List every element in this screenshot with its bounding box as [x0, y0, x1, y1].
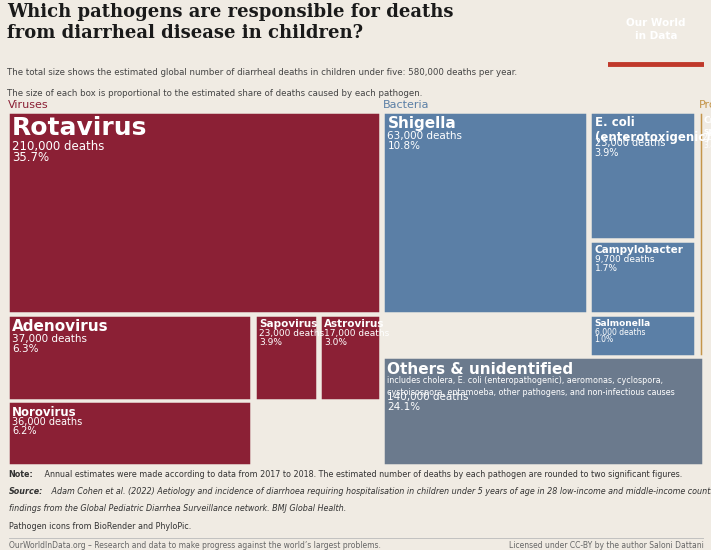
Text: 23,000 deaths: 23,000 deaths: [259, 329, 324, 338]
Bar: [590, 112, 695, 239]
Bar: [8, 112, 380, 313]
Text: Rotavirus: Rotavirus: [12, 116, 148, 140]
Text: 3.4%: 3.4%: [703, 141, 711, 150]
Text: OurWorldInData.org – Research and data to make progress against the world’s larg: OurWorldInData.org – Research and data t…: [9, 541, 380, 550]
Bar: [8, 402, 251, 465]
Text: 1.7%: 1.7%: [594, 263, 618, 273]
Bar: [8, 315, 251, 400]
Bar: [590, 241, 695, 313]
Text: Our World
in Data: Our World in Data: [626, 18, 685, 41]
Text: 6,000 deaths: 6,000 deaths: [594, 328, 645, 337]
Text: Adam Cohen et al. (2022) Aetiology and incidence of diarrhoea requiring hospital: Adam Cohen et al. (2022) Aetiology and i…: [49, 487, 711, 496]
Text: Viruses: Viruses: [8, 100, 48, 110]
Text: Adenovirus: Adenovirus: [12, 319, 109, 334]
Text: 37,000 deaths: 37,000 deaths: [12, 333, 87, 344]
Text: Others & unidentified: Others & unidentified: [387, 361, 574, 377]
Bar: [383, 112, 587, 313]
Text: 3.0%: 3.0%: [324, 338, 347, 346]
Text: 20,000 deaths: 20,000 deaths: [703, 133, 711, 142]
Bar: [590, 315, 695, 355]
Text: findings from the Global Pediatric Diarrhea Surveillance network. BMJ Global Hea: findings from the Global Pediatric Diarr…: [9, 504, 346, 514]
Text: Salmonella: Salmonella: [594, 319, 651, 328]
Text: Which pathogens are responsible for deaths
from diarrheal disease in children?: Which pathogens are responsible for deat…: [7, 3, 454, 42]
Text: Pathogen icons from BioRender and PhyloPic.: Pathogen icons from BioRender and PhyloP…: [9, 522, 191, 531]
Bar: [699, 112, 703, 355]
Text: The total size shows the estimated global number of diarrheal deaths in children: The total size shows the estimated globa…: [7, 68, 517, 77]
Text: 6.3%: 6.3%: [12, 344, 38, 354]
Text: E. coli
(enterotoxigenic): E. coli (enterotoxigenic): [594, 116, 710, 144]
Text: The size of each box is proportional to the estimated share of deaths caused by : The size of each box is proportional to …: [7, 89, 422, 98]
Bar: [320, 315, 380, 400]
Text: Campylobacter: Campylobacter: [594, 245, 683, 255]
Text: Crypto-
sporidium: Crypto- sporidium: [703, 116, 711, 136]
Text: Norovirus: Norovirus: [12, 406, 77, 419]
Text: Annual estimates were made according to data from 2017 to 2018. The estimated nu: Annual estimates were made according to …: [42, 470, 682, 478]
Text: 63,000 deaths: 63,000 deaths: [387, 130, 462, 141]
Text: 3.9%: 3.9%: [594, 148, 619, 158]
Bar: [383, 358, 703, 465]
Text: Licensed under CC-BY by the author Saloni Dattani: Licensed under CC-BY by the author Salon…: [509, 541, 704, 550]
Text: Bacteria: Bacteria: [383, 100, 430, 110]
Text: 35.7%: 35.7%: [12, 151, 49, 164]
Text: 23,000 deaths: 23,000 deaths: [594, 139, 665, 148]
Text: 3.9%: 3.9%: [259, 338, 282, 346]
Text: includes cholera, E. coli (enteropathogenic), aeromonas, cyclospora,
cystoisospo: includes cholera, E. coli (enteropathoge…: [387, 376, 675, 397]
Text: 1.0%: 1.0%: [594, 335, 614, 344]
Bar: [255, 315, 316, 400]
Text: Source:: Source:: [9, 487, 43, 496]
Text: Note:: Note:: [9, 470, 33, 478]
Text: 210,000 deaths: 210,000 deaths: [12, 140, 105, 153]
Text: 36,000 deaths: 36,000 deaths: [12, 417, 82, 427]
Text: 9,700 deaths: 9,700 deaths: [594, 255, 654, 264]
Text: 140,000 deaths: 140,000 deaths: [387, 392, 469, 402]
Text: Astrovirus: Astrovirus: [324, 319, 385, 329]
Text: 24.1%: 24.1%: [387, 402, 421, 412]
Text: Protists: Protists: [699, 100, 711, 110]
Text: Sapovirus: Sapovirus: [259, 319, 317, 329]
Text: Shigella: Shigella: [387, 116, 456, 131]
Text: 10.8%: 10.8%: [387, 141, 420, 151]
Text: 6.2%: 6.2%: [12, 426, 37, 436]
Text: 17,000 deaths: 17,000 deaths: [324, 329, 390, 338]
